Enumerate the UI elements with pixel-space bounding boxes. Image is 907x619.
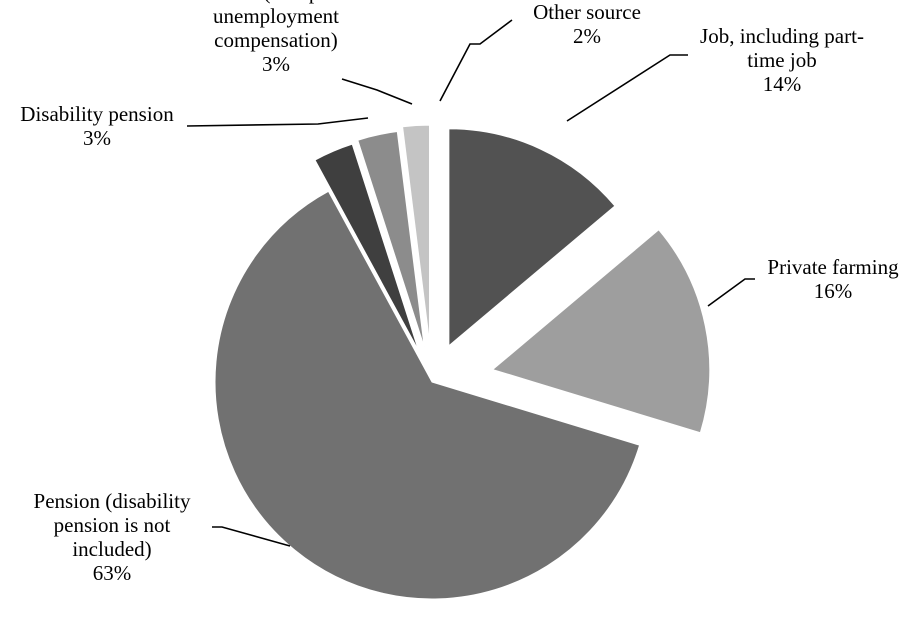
label-leader-line	[186, 117, 369, 127]
label-leader-line	[566, 54, 688, 122]
slice-label: Other source 2%	[533, 0, 641, 48]
pie-slice	[214, 190, 641, 600]
pie-slice	[314, 143, 420, 351]
slice-percent-label: 2%	[573, 24, 601, 48]
slice-percent-label: 63%	[93, 561, 132, 585]
slice-name-label: Private farming	[767, 255, 899, 279]
slice-label: Pension (disability pension is not include…	[34, 489, 191, 585]
pie-slice	[448, 128, 616, 347]
slice-name-label: time job	[747, 48, 816, 72]
slice-percent-label: 16%	[814, 279, 853, 303]
slice-name-label: Pension (disability	[34, 489, 191, 513]
label-leader-line	[439, 19, 513, 102]
slice-name-label: pension is not	[54, 513, 171, 537]
slice-name-label: Other source	[533, 0, 641, 24]
slice-percent-label: 3%	[83, 126, 111, 150]
label-leader-line	[707, 278, 755, 307]
pie-slice	[357, 130, 425, 348]
slice-label: Private farming 16%	[767, 255, 899, 303]
slice-label: Job, including part-time job 14%	[700, 24, 864, 96]
pie-slice	[402, 124, 431, 343]
slice-percent-label: 14%	[763, 72, 802, 96]
slice-name-label: included)	[72, 537, 151, 561]
slice-label: Aid (exceptunemploymentcompensation)3%	[213, 0, 339, 76]
slice-name-label: Aid (except	[227, 0, 326, 4]
slice-name-label: Disability pension	[20, 102, 174, 126]
pie-slice	[491, 229, 711, 434]
slice-name-label: Job, including part-	[700, 24, 864, 48]
slice-name-label: compensation)	[214, 28, 338, 52]
slice-name-label: unemployment	[213, 4, 339, 28]
slice-percent-label: 3%	[262, 52, 290, 76]
slice-label: Disability pension 3%	[20, 102, 174, 150]
label-leader-line	[341, 78, 413, 105]
label-leader-line	[212, 526, 291, 547]
